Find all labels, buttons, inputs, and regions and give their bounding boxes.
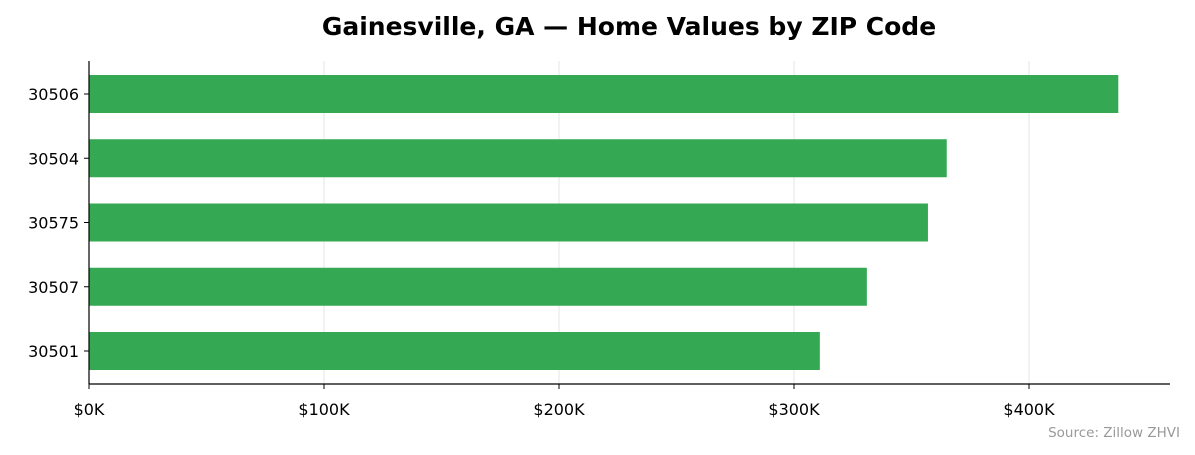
y-tick-label: 30501 — [28, 342, 79, 361]
bars — [89, 75, 1119, 370]
bar-30575 — [89, 203, 928, 242]
bar-30504 — [89, 139, 947, 178]
x-tick-label: $300K — [768, 400, 820, 419]
source-note: Source: Zillow ZHVI — [1048, 425, 1180, 441]
y-tick-label: 30507 — [28, 278, 79, 297]
bar-30506 — [89, 75, 1119, 113]
bar-30501 — [89, 332, 820, 370]
x-tick-label: $400K — [1003, 400, 1055, 419]
x-tick-label: $0K — [74, 400, 105, 419]
chart-title: Gainesville, GA — Home Values by ZIP Cod… — [322, 12, 936, 41]
tick-labels: 30506 30504 30575 30507 30501 $0K $100K $200K $3… — [28, 85, 1055, 419]
y-tick-label: 30504 — [28, 149, 79, 168]
x-tick-label: $100K — [298, 400, 350, 419]
y-tick-label: 30506 — [28, 85, 79, 104]
y-tick-label: 30575 — [28, 214, 79, 233]
axes — [84, 61, 1170, 389]
bar-30507 — [89, 267, 867, 306]
x-tick-label: $200K — [533, 400, 585, 419]
